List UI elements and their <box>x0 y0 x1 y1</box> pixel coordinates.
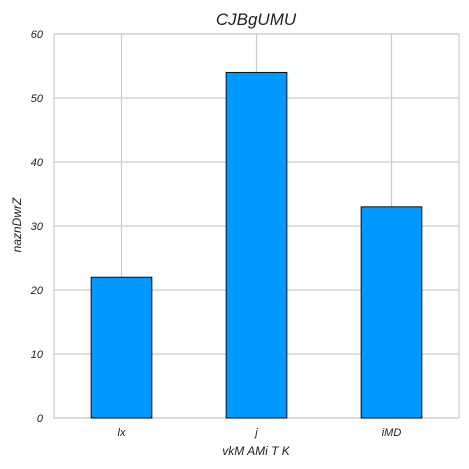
bars <box>90 71 423 419</box>
y-tick-label: 40 <box>31 157 44 169</box>
y-tick-label: 50 <box>31 93 44 105</box>
bar-lx <box>90 276 153 419</box>
x-axis-ticks: lx j iMD <box>118 427 402 439</box>
chart-title: CJBgUMU <box>216 10 297 29</box>
y-axis-ticks: 0 10 20 30 40 50 60 <box>30 29 44 425</box>
x-axis-label: vkM AMi T K <box>222 444 291 458</box>
x-tick-label: lx <box>118 427 126 439</box>
y-tick-label: 20 <box>30 285 44 297</box>
y-tick-label: 10 <box>31 349 44 361</box>
y-tick-label: 60 <box>31 29 44 41</box>
y-axis-label: naznDwrZ <box>10 197 24 252</box>
x-tick-label: j <box>253 427 258 439</box>
bar-j <box>225 71 288 419</box>
bar-iMD <box>360 206 423 419</box>
y-tick-label: 0 <box>37 413 44 425</box>
y-tick-label: 30 <box>31 221 44 233</box>
x-tick-label: iMD <box>382 427 402 439</box>
